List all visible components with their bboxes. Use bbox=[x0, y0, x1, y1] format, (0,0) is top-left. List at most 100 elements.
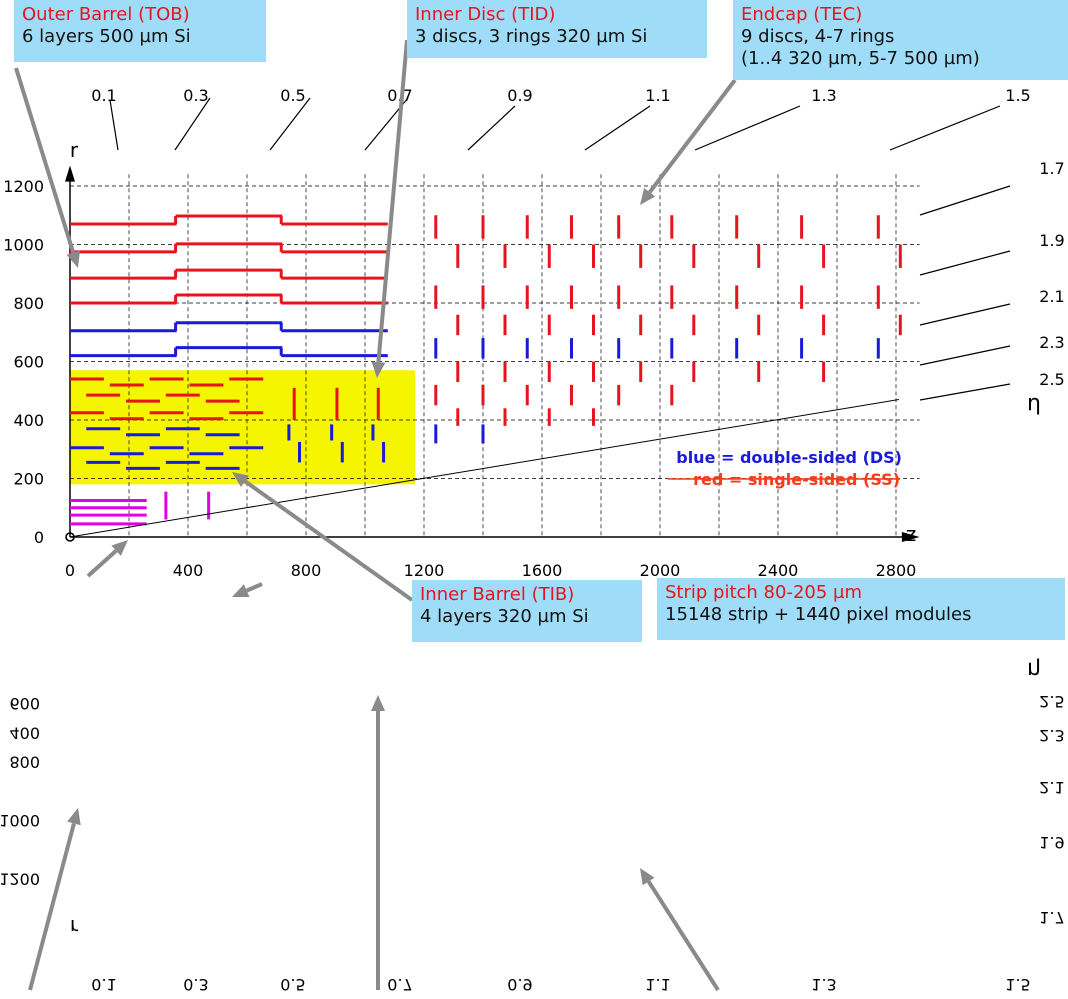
eta-ray bbox=[109, 99, 119, 151]
eta-right-label: 1.7 bbox=[1039, 159, 1064, 178]
arrow-to-tob-mirror bbox=[28, 822, 76, 991]
z-tick-label: 0 bbox=[65, 561, 75, 580]
eta-ray bbox=[920, 805, 1010, 826]
z-tick-label: 800 bbox=[291, 561, 322, 580]
eta-ray bbox=[467, 105, 516, 151]
eta-ray bbox=[919, 303, 1011, 326]
arrow-to-tec-mirror-head bbox=[640, 868, 655, 886]
eta-ray bbox=[584, 105, 651, 151]
r-tick-label: 1200 bbox=[3, 177, 44, 196]
mirrored-eta-label: 0.9 bbox=[507, 975, 532, 994]
mirrored-eta-right-label: 1.7 bbox=[1039, 908, 1064, 927]
mirrored-lower-half-view bbox=[65, 588, 1010, 994]
eta-top-label: 1.5 bbox=[1005, 86, 1030, 105]
eta-ray bbox=[174, 97, 211, 151]
mirrored-eta-label: 0.7 bbox=[387, 975, 412, 994]
r-tick-label: 0 bbox=[34, 528, 44, 547]
callout-tib: Inner Barrel (TIB) 4 layers 320 µm Si bbox=[412, 580, 642, 642]
z-tick-label: 2000 bbox=[640, 561, 681, 580]
z-axis-arrowhead bbox=[901, 532, 920, 542]
r-axis-arrowhead bbox=[65, 948, 75, 964]
eta-ray bbox=[889, 105, 1001, 151]
arrow-to-tob bbox=[14, 67, 76, 254]
callout-tob-title: Outer Barrel (TOB) bbox=[22, 4, 190, 25]
origin-marker bbox=[65, 532, 75, 542]
eta-ray bbox=[694, 105, 801, 151]
callout-tid-line: 3 discs, 3 rings 320 µm Si bbox=[415, 26, 648, 47]
callout-tob-line: 6 layers 500 µm Si bbox=[22, 26, 191, 47]
eta-top-label: 0.7 bbox=[387, 86, 412, 105]
callout-tec-line-1: 9 discs, 4-7 rings bbox=[741, 26, 895, 47]
callout-pitch-line: 15148 strip + 1440 pixel modules bbox=[665, 604, 972, 625]
mirrored-eta-right-label: 2.5 bbox=[1039, 692, 1064, 711]
legend: blue = double-sided (DS)red = single-sid… bbox=[668, 448, 902, 489]
mirrored-r-tick-label: 1000 bbox=[0, 811, 40, 830]
eta-right-label: 2.1 bbox=[1039, 287, 1064, 306]
eta-ray bbox=[920, 855, 1010, 879]
callout-tid-title: Inner Disc (TID) bbox=[415, 4, 556, 25]
eta-axis-label: η bbox=[1027, 391, 1041, 416]
eta-top-label: 0.3 bbox=[183, 86, 208, 105]
eta-top-label: 0.1 bbox=[91, 86, 116, 105]
arrow-to-tib-mirror-head bbox=[232, 584, 250, 598]
mirrored-r-tick-label: 600 bbox=[9, 694, 40, 713]
arrow-to-pixel bbox=[86, 549, 118, 578]
callout-tec-line-2: (1..4 320 µm, 5-7 500 µm) bbox=[741, 48, 980, 69]
mirrored-eta-label: 1.5 bbox=[1005, 975, 1030, 994]
callout-tib-line: 4 layers 320 µm Si bbox=[420, 606, 589, 627]
r-tick-label: 1000 bbox=[3, 236, 44, 255]
arrow-to-tec-mirror bbox=[646, 880, 720, 992]
eta-ray bbox=[919, 185, 1011, 216]
mirrored-r-axis-label: r bbox=[70, 915, 79, 939]
mirrored-r-tick-label: 400 bbox=[9, 723, 40, 742]
arrow-to-tid bbox=[376, 39, 409, 363]
callout-tib-title: Inner Barrel (TIB) bbox=[420, 584, 575, 605]
r-axis-arrowhead bbox=[65, 165, 75, 182]
mirrored-eta-axis-label: η bbox=[1027, 657, 1041, 682]
eta-ray bbox=[269, 97, 311, 151]
r-tick-label: 600 bbox=[13, 353, 44, 372]
eta-ray bbox=[919, 250, 1011, 276]
z-tick-label: 2800 bbox=[876, 561, 917, 580]
z-axis-label: z bbox=[906, 522, 917, 546]
eta-top-label: 0.9 bbox=[507, 86, 532, 105]
mirrored-eta-label: 1.3 bbox=[811, 975, 836, 994]
callout-tid: Inner Disc (TID) 3 discs, 3 rings 320 µm… bbox=[407, 0, 707, 58]
z-tick-label: 1600 bbox=[522, 561, 563, 580]
eta-ray bbox=[920, 765, 1010, 784]
callout-tec: Endcap (TEC) 9 discs, 4-7 rings (1..4 32… bbox=[733, 0, 1068, 80]
mirrored-eta-right-label: 2.1 bbox=[1039, 778, 1064, 797]
mirrored-eta-right-label: 2.3 bbox=[1039, 726, 1064, 745]
z-tick-label: 400 bbox=[173, 561, 204, 580]
r-axis-label: r bbox=[70, 138, 79, 162]
mirrored-eta-label: 0.1 bbox=[91, 975, 116, 994]
arrow-to-tob-mirror-head bbox=[67, 808, 81, 826]
r-tick-label: 200 bbox=[13, 470, 44, 489]
arrow-to-tec-head bbox=[640, 188, 656, 205]
callout-tec-title: Endcap (TEC) bbox=[741, 4, 863, 25]
mirrored-eta-label: 1.1 bbox=[645, 975, 670, 994]
eta-ray bbox=[920, 730, 1010, 746]
eta-right-label: 2.3 bbox=[1039, 333, 1064, 352]
eta-right-label: 2.5 bbox=[1039, 370, 1064, 389]
arrow-to-tob-head bbox=[66, 250, 80, 268]
inner-region-fill bbox=[70, 646, 415, 760]
eta-ray bbox=[919, 345, 1011, 366]
mirrored-r-tick-label: 800 bbox=[9, 753, 40, 772]
eta-top-label: 0.5 bbox=[280, 86, 305, 105]
eta-top-label: 1.3 bbox=[811, 86, 836, 105]
r-tick-label: 400 bbox=[13, 411, 44, 430]
eta-ray bbox=[920, 915, 1010, 944]
mirrored-eta-label: 0.3 bbox=[183, 975, 208, 994]
mirrored-eta-label: 0.5 bbox=[280, 975, 305, 994]
legend-double-sided: blue = double-sided (DS) bbox=[676, 448, 902, 467]
eta-right-label: 1.9 bbox=[1039, 231, 1064, 250]
z-tick-label: 2400 bbox=[758, 561, 799, 580]
arrow-to-tid-mirror-head bbox=[371, 695, 385, 711]
arrow-to-tec bbox=[648, 78, 737, 194]
arrow-to-tib bbox=[243, 479, 414, 602]
z-tick-label: 1200 bbox=[404, 561, 445, 580]
mirrored-r-tick-label: 1200 bbox=[0, 870, 40, 889]
